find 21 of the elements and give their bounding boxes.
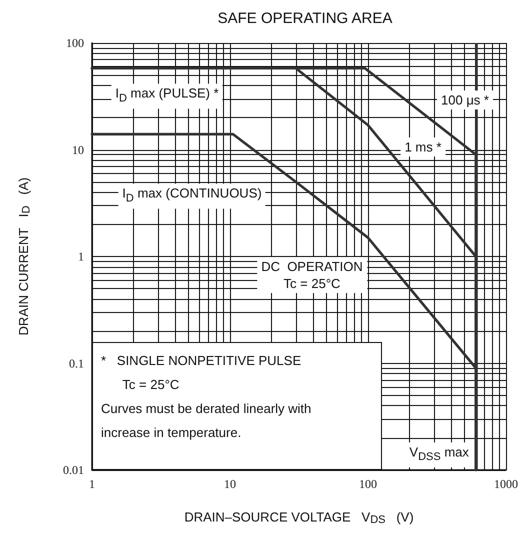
annotation: DC OPERATION Tc = 25°C bbox=[257, 257, 367, 293]
x-tick-label: 10 bbox=[224, 477, 236, 491]
y-tick-label: 0.1 bbox=[69, 356, 84, 370]
chart-title: SAFE OPERATING AREA bbox=[218, 10, 392, 27]
y-tick-label: 1 bbox=[78, 250, 84, 264]
annotation: I$_{D}$ max (CONTINUOUS) bbox=[118, 184, 266, 208]
y-axis-title: DRAIN CURRENT ID (A) bbox=[16, 177, 32, 336]
y-tick-label: 0.01 bbox=[63, 463, 84, 477]
annotation: Tc = 25°C bbox=[121, 376, 180, 394]
annotation: I$_{D}$ max (PULSE) * bbox=[111, 84, 223, 108]
x-tick-label: 100 bbox=[359, 477, 377, 491]
annotation: * SINGLE NONPETITIVE PULSE bbox=[101, 352, 302, 370]
x-tick-label: 1 bbox=[89, 477, 95, 491]
y-tick-label: 10 bbox=[72, 142, 84, 157]
annotation: increase in temperature. bbox=[101, 424, 242, 442]
annotation: Curves must be derated linearly with bbox=[101, 400, 312, 418]
ref-line-label: V$_{DSS}$ max bbox=[405, 442, 473, 467]
x-tick-label: 1000 bbox=[494, 477, 518, 491]
annotation: 100 μs * bbox=[437, 90, 493, 110]
y-tick-label: 100 bbox=[66, 36, 84, 50]
annotation: 1 ms * bbox=[400, 138, 446, 156]
